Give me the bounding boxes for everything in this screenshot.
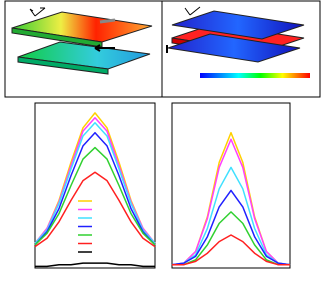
curve (171, 166, 291, 266)
upper-layer (171, 10, 305, 40)
curve (171, 131, 291, 266)
curve (172, 234, 290, 266)
colorbar (200, 73, 310, 78)
axes-icon (29, 7, 46, 17)
curve (34, 171, 156, 248)
curve (34, 146, 156, 246)
curve (35, 262, 155, 268)
curve (172, 211, 290, 266)
curve (34, 122, 156, 244)
spin-arrow (99, 18, 116, 24)
curve (171, 138, 291, 266)
plot-frame (171, 102, 291, 269)
curve (171, 189, 291, 266)
lower-layer-edge (17, 56, 109, 75)
upper-layer (11, 11, 153, 43)
spin-arrow (94, 44, 115, 52)
axes-icon (184, 6, 201, 16)
top-panels (4, 0, 321, 98)
plot-frame (34, 102, 156, 269)
curve (34, 131, 156, 246)
lower-layer (167, 33, 301, 63)
